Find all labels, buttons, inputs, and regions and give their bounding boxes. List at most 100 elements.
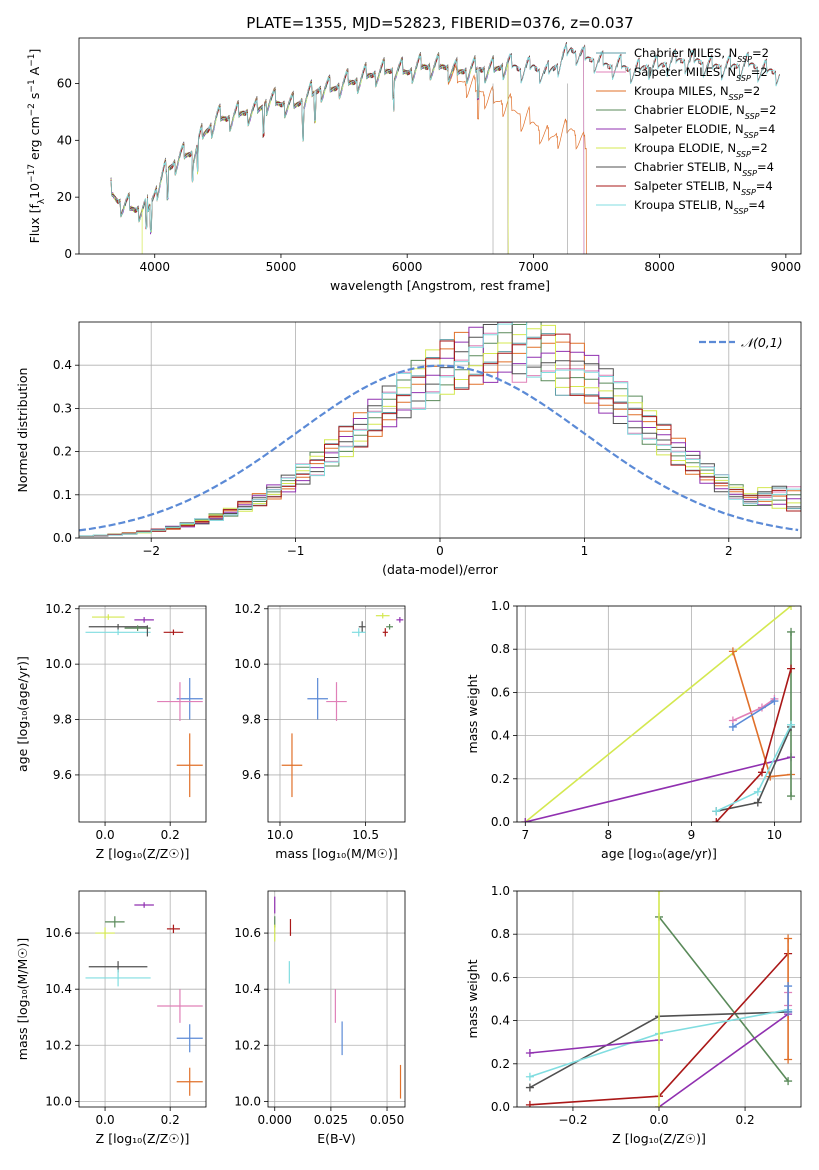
x-tick-label: 0.0 (96, 1113, 115, 1127)
histogram-kroupa-stelib (79, 322, 801, 538)
weight-marker (787, 792, 796, 801)
weight-marker (655, 1103, 663, 1107)
y-tick-label: 9.8 (242, 713, 261, 727)
legend-entry-name: Kroupa MILES, N (634, 84, 729, 98)
y-tick-label: 1.0 (491, 884, 510, 898)
weight-marker (525, 1100, 534, 1107)
legend-entry-value: =2 (751, 141, 768, 155)
mass-vs-z-points (85, 902, 203, 1096)
y-axis-label-part: −17 (27, 164, 37, 183)
y-axis-label: mass [log₁₀(M/M☉)] (15, 938, 30, 1060)
y-axis-label-part: erg cm (27, 116, 42, 164)
y-axis-label-part: s (27, 93, 42, 104)
legend-entry-subscript: SSP (737, 55, 752, 64)
x-tick-label: 9 (688, 828, 696, 842)
spectrum-series-chabrier-elodie (110, 52, 509, 254)
errorbar-point (176, 1067, 203, 1096)
errorbar-point (105, 916, 125, 928)
y-tick-label: 9.6 (53, 768, 72, 782)
y-tick-label: 10.0 (45, 657, 72, 671)
x-tick-label: 1 (581, 544, 589, 558)
age-vs-mass-axes: 10.0 10.5 9.6 9.8 10.0 10.2 mass [log₁₀(M/M☉)] (234, 602, 406, 861)
weight-marker (784, 934, 793, 943)
y-tick-label: 0.4 (53, 358, 72, 372)
y-tick-label: 0.8 (491, 927, 510, 941)
age-vs-z-points (85, 614, 203, 798)
legend-entry: Chabrier ELODIE, NSSP=2 (634, 103, 776, 121)
errorbar-point (157, 682, 203, 721)
legend-entry-value: =4 (756, 179, 773, 193)
errorbar-point (92, 614, 125, 620)
errorbar-point (386, 624, 394, 630)
legend-entry-subscript: SSP (736, 150, 751, 159)
y-tick-label: 0.0 (491, 1100, 510, 1114)
y-tick-label: 1.0 (491, 599, 510, 613)
x-tick-label: 2 (725, 544, 733, 558)
weight-marker (712, 807, 721, 816)
weight-marker (753, 798, 762, 807)
axes-frame (78, 37, 802, 255)
weight-series (658, 1013, 789, 1107)
mass-vs-ebv-points (274, 896, 402, 1099)
weight-marker (784, 982, 793, 991)
y-axis-label-part: A (27, 66, 42, 79)
y-axis-label-part: ] (27, 49, 42, 54)
mass-weight-vs-z-axes: −0.2 0.0 0.2 0.0 0.2 0.4 0.6 0.8 1.0 Z [log₁₀(Z/Z… (465, 884, 802, 1146)
y-tick-label: 0.1 (53, 488, 72, 502)
legend-entry-subscript: SSP (741, 188, 756, 197)
x-axis-label: age [log₁₀(age/yr)] (601, 846, 717, 861)
x-tick-label: 10.0 (267, 828, 294, 842)
y-tick-label: 0.4 (491, 729, 510, 743)
legend-entry-name: Chabrier STELIB, N (634, 160, 742, 174)
x-tick-label: −2 (142, 544, 160, 558)
legend-entry-name: Salpeter ELODIE, N (634, 122, 744, 136)
legend-entry: Salpeter ELODIE, NSSP=4 (634, 122, 775, 140)
legend-entry: Chabrier STELIB, NSSP=4 (634, 160, 774, 178)
weight-series (732, 698, 775, 722)
legend-entry-value: =4 (757, 160, 774, 174)
y-tick-label: 0.3 (53, 401, 72, 415)
x-tick-label: 8000 (644, 260, 675, 274)
y-tick-label: 0.0 (53, 531, 72, 545)
x-tick-label: −1 (287, 544, 305, 558)
legend-entry-name: Chabrier ELODIE, N (634, 103, 745, 117)
errorbar-point (166, 924, 180, 934)
y-tick-label: 10.0 (234, 657, 261, 671)
y-axis-label-part: −1 (27, 54, 37, 67)
axes-frame (267, 605, 406, 823)
y-tick-label: 0.4 (491, 1014, 510, 1028)
y-tick-label: 0.2 (491, 772, 510, 786)
legend-entry-name: Kroupa STELIB, N (634, 198, 734, 212)
axes-frame (267, 890, 406, 1108)
mass-weight-vs-age-lines (521, 606, 796, 822)
y-axis-label-part: −1 (27, 79, 37, 92)
legend-entry-name: Chabrier MILES, N (634, 46, 737, 60)
errorbar-point (176, 678, 203, 720)
errorbar-point (358, 621, 366, 633)
x-axis-label: (data-model)/error (382, 562, 499, 577)
errorbar-point (134, 902, 154, 908)
x-tick-label: 7 (521, 828, 529, 842)
y-tick-label: 10.4 (45, 982, 72, 996)
y-tick-label: 0.6 (491, 685, 510, 699)
weight-marker (787, 627, 796, 636)
y-tick-label: 10.4 (234, 982, 261, 996)
legend-entry-value: =4 (758, 122, 775, 136)
x-tick-label: 4000 (139, 260, 170, 274)
axes-frame (516, 605, 802, 823)
y-tick-label: 10.2 (45, 602, 72, 616)
errorbar-point (85, 969, 151, 987)
errorbar-point (307, 678, 328, 720)
x-axis-label: Z [log₁₀(Z/Z☉)] (96, 846, 190, 861)
errorbar-point (382, 628, 388, 637)
errorbar-point (176, 1024, 203, 1053)
errorbar-point (351, 628, 366, 637)
x-tick-label: 0.2 (161, 1113, 180, 1127)
weight-series (715, 724, 792, 812)
x-tick-label: 0.0 (96, 828, 115, 842)
x-tick-label: 7000 (518, 260, 549, 274)
x-tick-label: 9000 (771, 260, 802, 274)
x-tick-label: 6000 (392, 260, 423, 274)
histogram-salpeter-stelib (79, 333, 801, 538)
